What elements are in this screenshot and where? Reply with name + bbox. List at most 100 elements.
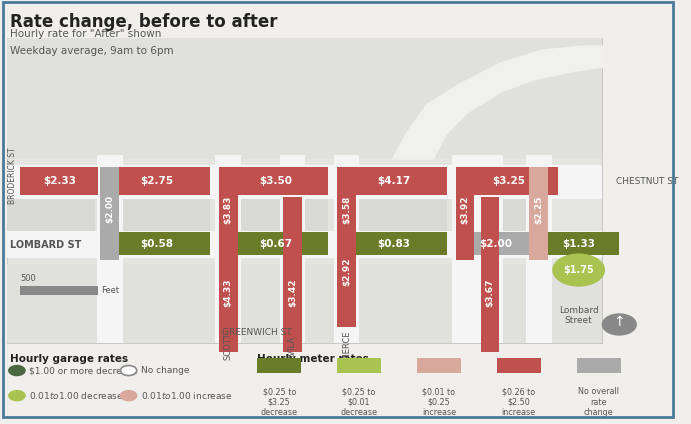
Text: 500: 500 [20,273,36,283]
Text: $0.25 to
$0.01
decrease: $0.25 to $0.01 decrease [341,387,377,417]
Text: AVILA: AVILA [288,336,297,360]
FancyBboxPatch shape [342,192,446,234]
FancyBboxPatch shape [538,232,619,255]
Text: $0.01 to
$0.25
increase: $0.01 to $0.25 increase [422,387,456,417]
FancyBboxPatch shape [7,38,603,159]
Circle shape [9,365,25,376]
Text: $3.92: $3.92 [460,195,469,223]
FancyBboxPatch shape [577,358,621,373]
FancyBboxPatch shape [20,286,98,295]
FancyBboxPatch shape [7,180,95,222]
FancyBboxPatch shape [97,155,122,343]
Text: No overall
rate
change: No overall rate change [578,387,619,417]
FancyBboxPatch shape [223,180,328,222]
Text: $3.83: $3.83 [224,195,233,223]
Text: $0.25 to
$3.25
decrease: $0.25 to $3.25 decrease [261,387,298,417]
FancyBboxPatch shape [342,167,446,195]
FancyBboxPatch shape [477,155,503,343]
FancyBboxPatch shape [223,232,328,255]
Polygon shape [392,46,603,159]
Text: Feet: Feet [102,287,120,296]
Text: $2.00: $2.00 [105,195,114,223]
FancyBboxPatch shape [215,155,241,343]
FancyBboxPatch shape [337,167,356,259]
FancyBboxPatch shape [7,38,603,343]
Text: $4.33: $4.33 [224,279,233,307]
Text: $3.50: $3.50 [259,176,292,186]
Text: Weekday average, 9am to 6pm: Weekday average, 9am to 6pm [10,46,173,56]
Text: Rate change, before to after: Rate change, before to after [10,13,278,31]
Text: $0.67: $0.67 [259,239,292,248]
FancyBboxPatch shape [460,232,531,255]
Text: $3.42: $3.42 [288,279,297,307]
Text: Hourly meter rates: Hourly meter rates [257,354,369,364]
FancyBboxPatch shape [460,167,558,195]
Text: $0.83: $0.83 [377,239,410,248]
Text: $0.58: $0.58 [140,239,173,248]
Text: $3.67: $3.67 [486,279,495,307]
Text: Hourly rate for "After" shown: Hourly rate for "After" shown [10,29,162,39]
Text: $3.25: $3.25 [493,176,525,186]
Text: $0.01 to $1.00 decrease: $0.01 to $1.00 decrease [29,390,124,401]
Text: ↑: ↑ [614,315,625,329]
Text: SCOTT: SCOTT [224,332,233,360]
FancyBboxPatch shape [105,232,210,255]
Text: LOMBARD ST: LOMBARD ST [10,240,82,250]
FancyBboxPatch shape [7,231,603,258]
FancyBboxPatch shape [417,358,461,373]
FancyBboxPatch shape [460,180,548,222]
FancyBboxPatch shape [257,358,301,373]
Circle shape [120,365,137,376]
Circle shape [603,314,636,335]
Text: $2.33: $2.33 [43,176,76,186]
FancyBboxPatch shape [105,180,210,222]
FancyBboxPatch shape [105,192,210,234]
FancyBboxPatch shape [218,167,238,259]
Text: $4.17: $4.17 [377,176,410,186]
FancyBboxPatch shape [215,155,241,343]
FancyBboxPatch shape [218,197,238,351]
FancyBboxPatch shape [334,155,359,343]
Text: Lombard
Street: Lombard Street [559,306,598,325]
Text: $1.33: $1.33 [562,239,595,248]
Text: $2.00: $2.00 [479,239,512,248]
FancyBboxPatch shape [342,232,446,255]
Text: $2.25: $2.25 [534,195,543,223]
FancyBboxPatch shape [337,197,356,326]
Text: $2.75: $2.75 [140,176,173,186]
FancyBboxPatch shape [280,155,305,343]
FancyBboxPatch shape [105,167,210,195]
Text: PIERCE: PIERCE [342,331,351,360]
Text: $0.26 to
$2.50
increase: $0.26 to $2.50 increase [502,387,536,417]
FancyBboxPatch shape [7,192,95,234]
FancyBboxPatch shape [497,358,541,373]
Text: $1.75: $1.75 [563,265,594,275]
FancyBboxPatch shape [529,167,548,259]
FancyBboxPatch shape [223,167,328,195]
FancyBboxPatch shape [334,155,359,343]
Circle shape [9,391,25,401]
FancyBboxPatch shape [480,197,500,351]
Text: $3.58: $3.58 [342,195,351,223]
Text: No change: No change [141,366,189,375]
Circle shape [120,391,137,401]
Text: $1.00 or more decrease: $1.00 or more decrease [29,366,138,375]
FancyBboxPatch shape [100,167,119,259]
FancyBboxPatch shape [455,167,475,259]
FancyBboxPatch shape [342,180,446,222]
FancyBboxPatch shape [7,165,603,199]
FancyBboxPatch shape [337,358,381,373]
Text: CHESTNUT ST: CHESTNUT ST [616,177,679,186]
Text: $2.92: $2.92 [342,258,351,286]
Text: Hourly garage rates: Hourly garage rates [10,354,129,364]
FancyBboxPatch shape [283,197,302,351]
FancyBboxPatch shape [223,192,328,234]
Circle shape [553,254,605,286]
FancyBboxPatch shape [20,167,98,195]
Text: GREENWICH ST: GREENWICH ST [223,328,292,338]
Text: $0.01 to $1.00 increase: $0.01 to $1.00 increase [141,390,232,401]
Text: BRODERICK ST: BRODERICK ST [8,148,17,204]
FancyBboxPatch shape [452,155,478,343]
FancyBboxPatch shape [7,264,603,343]
FancyBboxPatch shape [526,155,551,343]
